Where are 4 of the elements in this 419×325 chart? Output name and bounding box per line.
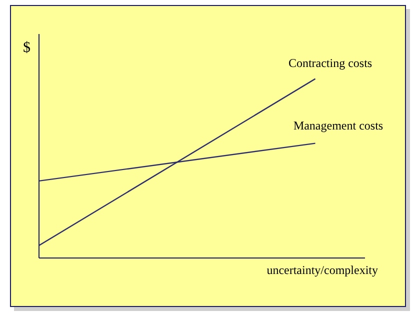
y-axis-title: $ — [23, 40, 30, 57]
series-label: Management costs — [293, 118, 384, 132]
x-axis-title: uncertainty/complexity — [266, 263, 378, 278]
series-label: Contracting costs — [288, 56, 372, 70]
